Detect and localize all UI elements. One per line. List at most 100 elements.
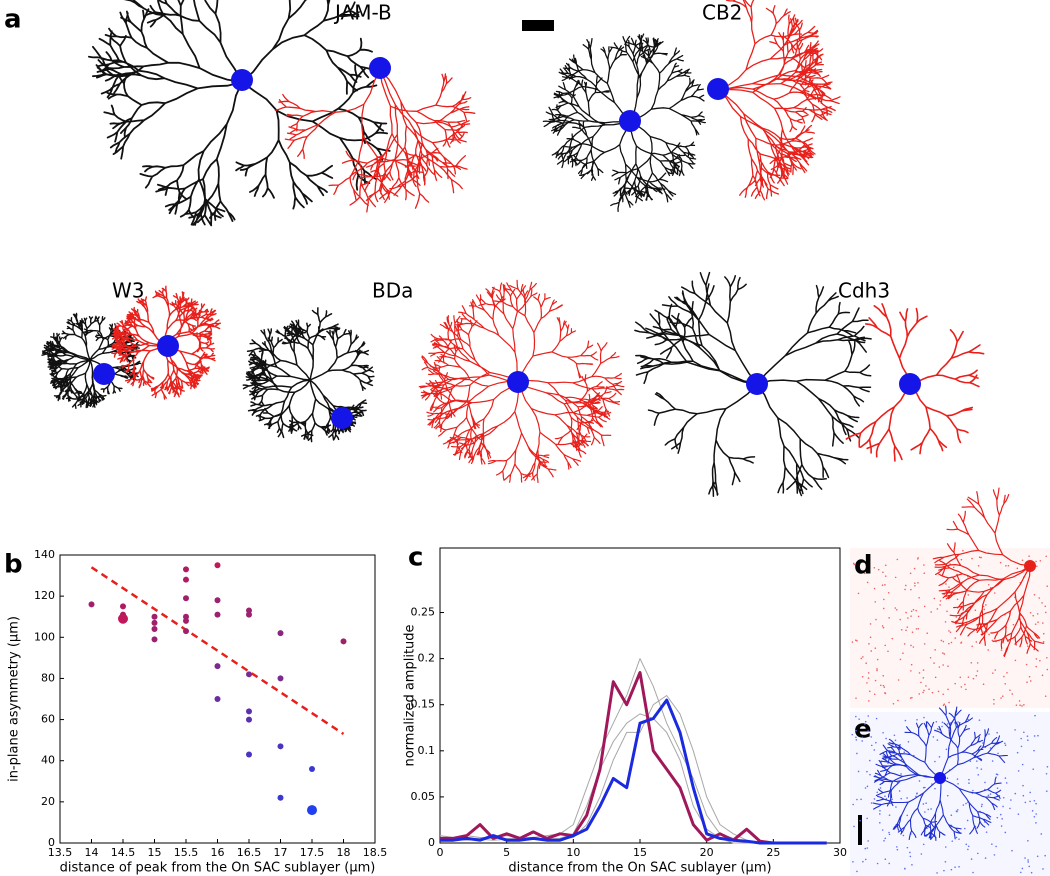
noise-dot xyxy=(874,647,877,649)
noise-dot xyxy=(937,690,940,693)
noise-dot xyxy=(1023,731,1025,734)
noise-dot xyxy=(984,781,986,784)
noise-dot xyxy=(918,596,920,599)
noise-dot xyxy=(852,562,855,565)
noise-dot xyxy=(862,656,864,658)
noise-dot xyxy=(967,848,969,851)
neuron-arbor xyxy=(274,69,476,213)
point xyxy=(309,765,315,772)
point xyxy=(151,626,158,633)
soma xyxy=(619,110,641,132)
noise-dot xyxy=(947,665,949,668)
noise-dot xyxy=(913,567,916,570)
y-tick-label: 0.2 xyxy=(418,652,436,665)
noise-dot xyxy=(861,740,864,742)
point xyxy=(307,805,317,816)
point xyxy=(151,636,158,643)
noise-dot xyxy=(888,833,891,836)
neuron-label: BDa xyxy=(372,279,413,303)
noise-dot xyxy=(942,704,945,707)
noise-dot xyxy=(888,862,891,865)
y-tick-label: 120 xyxy=(34,589,55,602)
noise-dot xyxy=(946,723,949,725)
image-panel xyxy=(850,712,1050,876)
noise-dot xyxy=(881,625,884,627)
neuron-arbor xyxy=(110,285,221,400)
x-tick-label: 14.5 xyxy=(111,846,136,859)
neuron-arbor xyxy=(88,0,391,227)
point xyxy=(151,619,158,626)
noise-dot xyxy=(936,608,939,610)
neuron-arbor xyxy=(872,705,1008,842)
noise-dot xyxy=(936,872,938,874)
noise-dot xyxy=(899,618,902,621)
noise-dot xyxy=(972,871,974,874)
noise-dot xyxy=(943,653,946,655)
noise-dot xyxy=(963,827,966,830)
noise-dot xyxy=(1001,818,1003,820)
neuron-arbor xyxy=(717,0,841,201)
soma xyxy=(934,772,946,784)
noise-dot xyxy=(996,787,999,789)
noise-dot xyxy=(939,604,941,606)
noise-dot xyxy=(1033,815,1036,818)
x-tick-label: 16 xyxy=(211,846,225,859)
noise-dot xyxy=(1033,593,1036,596)
noise-dot xyxy=(976,767,978,769)
noise-dot xyxy=(910,644,912,647)
noise-dot xyxy=(964,683,966,686)
noise-dot xyxy=(1014,792,1017,795)
noise-dot xyxy=(915,628,918,630)
noise-dot xyxy=(920,853,923,855)
noise-dot xyxy=(1018,700,1021,702)
noise-dot xyxy=(1021,763,1024,766)
noise-dot xyxy=(1035,802,1037,805)
noise-dot xyxy=(1029,791,1032,794)
noise-dot xyxy=(917,627,920,630)
noise-dot xyxy=(882,571,884,574)
noise-dot xyxy=(866,581,869,584)
y-tick-label: 40 xyxy=(41,754,55,767)
noise-dot xyxy=(1042,868,1044,870)
noise-dot xyxy=(1000,649,1003,651)
noise-dot xyxy=(1012,623,1015,626)
y-tick-label: 0.15 xyxy=(411,698,436,711)
noise-dot xyxy=(974,609,977,612)
noise-dot xyxy=(993,698,995,701)
noise-dot xyxy=(989,793,992,795)
noise-dot xyxy=(923,564,925,566)
point xyxy=(120,603,126,610)
neuron-label: W3 xyxy=(112,279,145,303)
noise-dot xyxy=(856,870,858,873)
noise-dot xyxy=(1030,871,1033,874)
noise-dot xyxy=(884,858,887,861)
x-tick-label: 16.5 xyxy=(237,846,262,859)
noise-dot xyxy=(948,586,950,588)
noise-dot xyxy=(922,669,925,671)
noise-dot xyxy=(1014,659,1017,662)
point xyxy=(183,566,189,573)
noise-dot xyxy=(873,587,876,590)
noise-dot xyxy=(923,643,926,645)
noise-dot xyxy=(876,862,879,865)
noise-dot xyxy=(910,615,912,617)
noise-dot xyxy=(884,795,886,798)
noise-dot xyxy=(930,808,932,810)
noise-dot xyxy=(867,840,869,842)
scale-bar xyxy=(522,20,554,31)
noise-dot xyxy=(867,730,869,732)
noise-dot xyxy=(857,592,860,595)
noise-dot xyxy=(883,839,885,842)
noise-dot xyxy=(868,759,871,762)
noise-dot xyxy=(912,608,915,611)
noise-dot xyxy=(982,742,984,744)
noise-dot xyxy=(928,688,930,690)
y-axis-label: in-plane asymmetry (μm) xyxy=(7,616,22,782)
noise-dot xyxy=(916,792,918,794)
noise-dot xyxy=(970,662,973,664)
noise-dot xyxy=(972,677,975,680)
noise-dot xyxy=(980,805,983,808)
noise-dot xyxy=(904,867,906,870)
point xyxy=(246,671,252,678)
noise-dot xyxy=(923,689,925,692)
